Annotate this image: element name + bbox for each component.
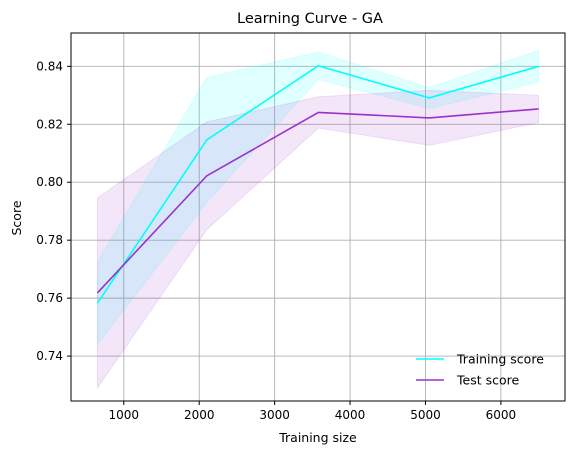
x-axis-label: Training size xyxy=(278,430,357,445)
series-lines xyxy=(96,64,539,304)
confidence-bands xyxy=(96,49,540,390)
legend-label: Test score xyxy=(456,373,519,388)
y-tick-label: 0.76 xyxy=(36,291,63,305)
y-tick-label: 0.80 xyxy=(36,175,63,189)
y-tick-label: 0.82 xyxy=(36,117,63,131)
y-axis-label: Score xyxy=(9,200,24,235)
x-tick-label: 2000 xyxy=(184,408,215,422)
y-tick-label: 0.84 xyxy=(36,59,63,73)
x-tick-label: 3000 xyxy=(259,408,290,422)
x-tick-label: 5000 xyxy=(410,408,441,422)
legend-label: Training score xyxy=(456,352,544,367)
chart-title: Learning Curve - GA xyxy=(237,11,383,27)
x-tick-label: 4000 xyxy=(335,408,366,422)
confidence-band-test xyxy=(96,89,540,390)
series-line-test xyxy=(96,108,539,294)
confidence-band-training xyxy=(96,49,540,346)
x-tick-label: 1000 xyxy=(109,408,140,422)
y-tick-label: 0.78 xyxy=(36,233,63,247)
x-tick-label: 6000 xyxy=(486,408,517,422)
series-line-training xyxy=(96,64,539,304)
plot-frame xyxy=(70,32,566,402)
axis-ticks: 1000 2000 3000 4000 5000 6000 0.74 0.76 0.78 0.80… xyxy=(36,59,516,422)
legend: Training score Test score xyxy=(416,352,544,388)
y-tick-label: 0.74 xyxy=(36,349,63,363)
